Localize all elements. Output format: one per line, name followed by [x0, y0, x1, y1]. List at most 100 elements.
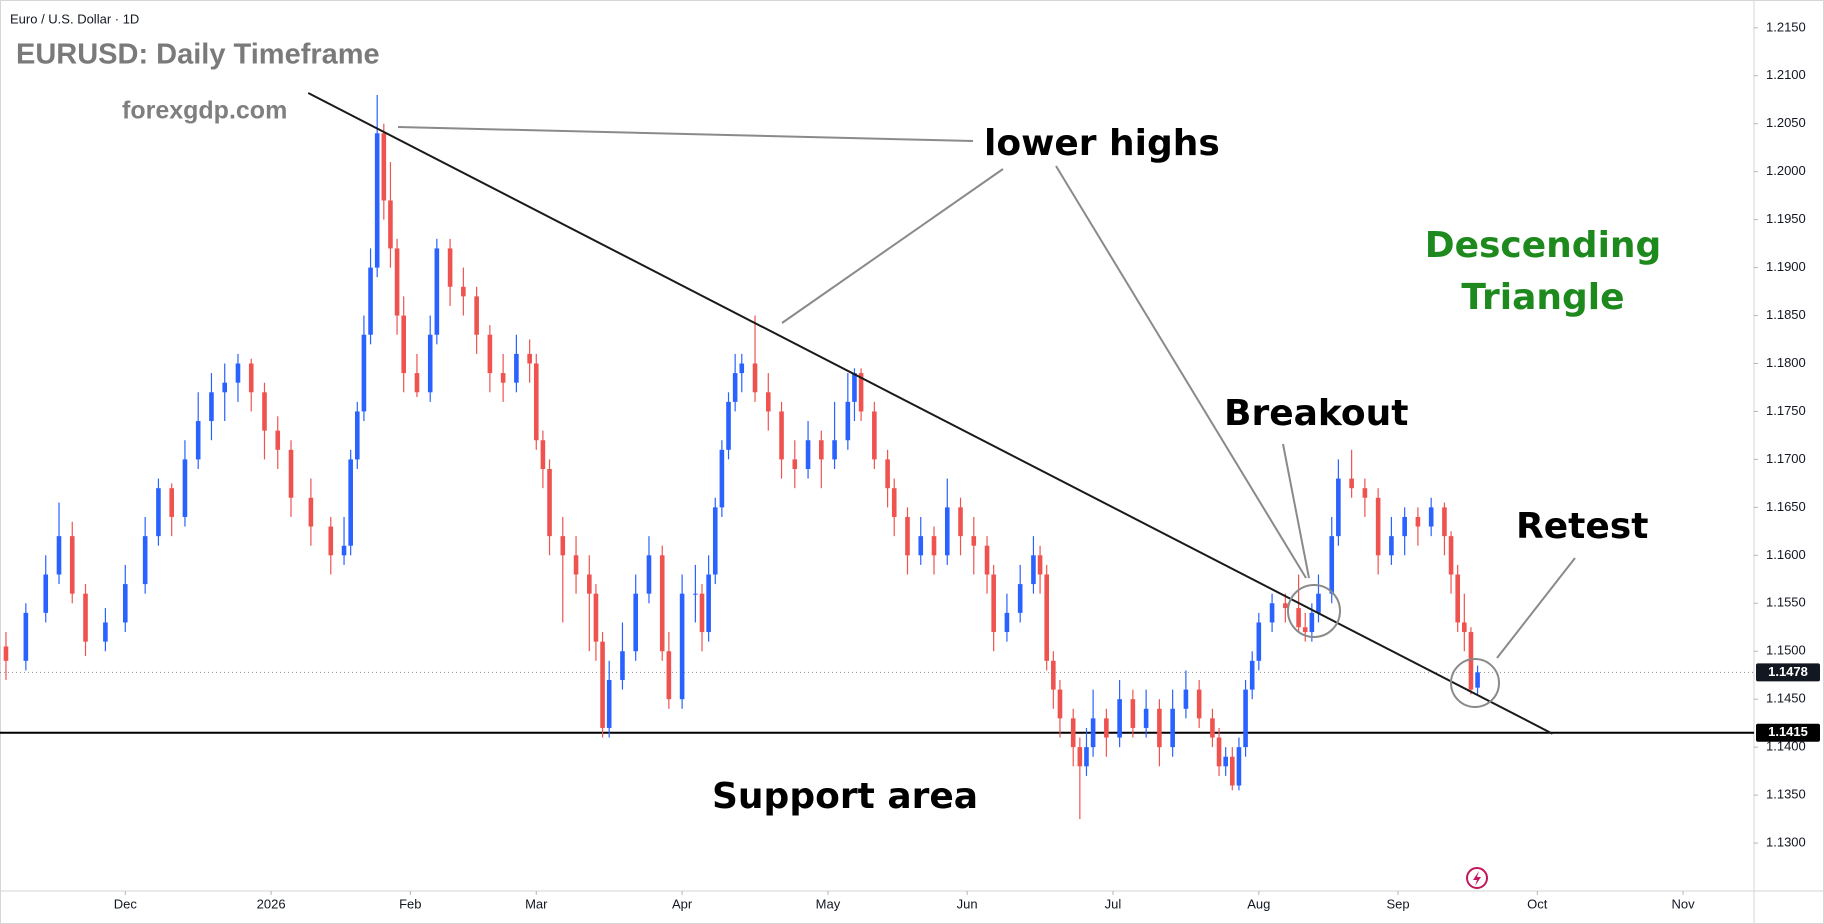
- candle-body: [122, 584, 128, 623]
- candle-body: [427, 334, 433, 393]
- pointer: [1055, 165, 1307, 579]
- candle-body: [918, 536, 924, 556]
- candle-body: [56, 536, 62, 575]
- pattern-label: Triangle: [1461, 277, 1624, 318]
- candle-body: [1070, 718, 1076, 748]
- candle-body: [1077, 747, 1083, 767]
- y-tick-label: 1.1550: [1766, 595, 1806, 610]
- candle-body: [235, 363, 241, 383]
- candle-body: [858, 373, 864, 412]
- x-tick-label: Nov: [1672, 896, 1696, 911]
- candle-body: [573, 555, 579, 575]
- candle-body: [1468, 632, 1474, 690]
- candle-body: [308, 497, 314, 527]
- candle-body: [593, 593, 599, 642]
- candle-body: [779, 411, 784, 460]
- x-tick-label: Oct: [1527, 896, 1548, 911]
- x-tick-label: Mar: [525, 896, 548, 911]
- candle-body: [732, 373, 738, 402]
- candle-body: [1375, 497, 1381, 556]
- candle-body: [832, 440, 837, 460]
- y-tick-label: 1.1350: [1766, 787, 1806, 802]
- candle-body: [461, 286, 466, 297]
- candle-body: [1104, 718, 1109, 738]
- annotation: lower highs: [984, 123, 1220, 164]
- retest-circle: [1450, 658, 1500, 708]
- candle-body: [1157, 708, 1162, 748]
- candle-body: [1183, 689, 1189, 709]
- candle-body: [43, 574, 49, 613]
- candle-body: [944, 507, 950, 556]
- annotation: Breakout: [1224, 393, 1408, 434]
- candle-body: [706, 574, 711, 633]
- x-tick-label: Apr: [672, 896, 693, 911]
- candle-body: [83, 593, 88, 642]
- candle-body: [971, 536, 977, 546]
- candle-body: [487, 334, 493, 374]
- candle-body: [195, 421, 201, 460]
- candle-body: [209, 392, 214, 422]
- candle-body: [474, 296, 479, 335]
- candle-body: [341, 545, 347, 556]
- candle-body: [388, 200, 393, 249]
- candle-body: [819, 440, 824, 460]
- candle-body: [1428, 507, 1434, 527]
- x-tick-label: 2026: [257, 896, 286, 911]
- candle-body: [1442, 507, 1447, 537]
- candle-body: [414, 373, 420, 393]
- candle-body: [693, 593, 698, 595]
- y-tick-label: 1.1900: [1766, 259, 1806, 274]
- candle-body: [1230, 756, 1235, 786]
- candle-body: [958, 507, 963, 537]
- candle-body: [374, 133, 380, 268]
- candle-body: [1196, 689, 1202, 719]
- candle-body: [633, 593, 639, 652]
- candle-body: [169, 488, 174, 517]
- candle-body: [354, 411, 360, 460]
- pointer: [1282, 443, 1310, 579]
- annotation: Retest: [1516, 506, 1648, 547]
- candle-body: [1170, 708, 1175, 748]
- candle-body: [1455, 574, 1460, 623]
- y-tick-label: 1.2050: [1766, 115, 1806, 130]
- candle-body: [401, 315, 406, 374]
- y-tick-label: 1.2100: [1766, 67, 1806, 82]
- support-price-box: [1756, 723, 1820, 742]
- annotation: Support area: [712, 776, 978, 817]
- candle-body: [1017, 584, 1023, 613]
- candle-body: [1051, 660, 1056, 690]
- pointer: [1496, 557, 1576, 659]
- event-icon[interactable]: [1466, 867, 1488, 889]
- candle-body: [69, 536, 75, 594]
- candle-body: [1223, 756, 1228, 767]
- pointer: [397, 126, 974, 142]
- candle-body: [527, 353, 532, 364]
- candle-body: [1389, 536, 1394, 556]
- candle-body: [845, 401, 851, 441]
- candle-body: [885, 459, 890, 489]
- symbol-header: Euro / U.S. Dollar · 1D: [10, 11, 139, 26]
- y-tick-label: 1.2000: [1766, 163, 1806, 178]
- pattern-label: Descending: [1425, 225, 1662, 266]
- x-tick-label: Aug: [1247, 896, 1270, 911]
- candle-body: [434, 248, 440, 335]
- candle-body: [1336, 478, 1341, 537]
- candle-body: [991, 574, 996, 633]
- candle-body: [1004, 612, 1010, 633]
- y-tick-label: 1.1600: [1766, 547, 1806, 562]
- candle-body: [1316, 593, 1321, 613]
- candle-body: [726, 401, 731, 450]
- candle-body: [547, 468, 552, 537]
- candle-body: [1329, 536, 1335, 594]
- candle-body: [560, 536, 566, 556]
- candle-body: [1302, 627, 1308, 633]
- candle-body: [984, 545, 990, 575]
- candle-body: [931, 536, 937, 556]
- candle-body: [891, 488, 897, 517]
- candle-body: [1362, 488, 1368, 498]
- event-icon-bolt[interactable]: [1473, 871, 1481, 886]
- candle-body: [540, 440, 546, 469]
- candle-body: [1462, 622, 1467, 633]
- candle-body: [1143, 708, 1149, 728]
- candle-body: [1044, 574, 1049, 661]
